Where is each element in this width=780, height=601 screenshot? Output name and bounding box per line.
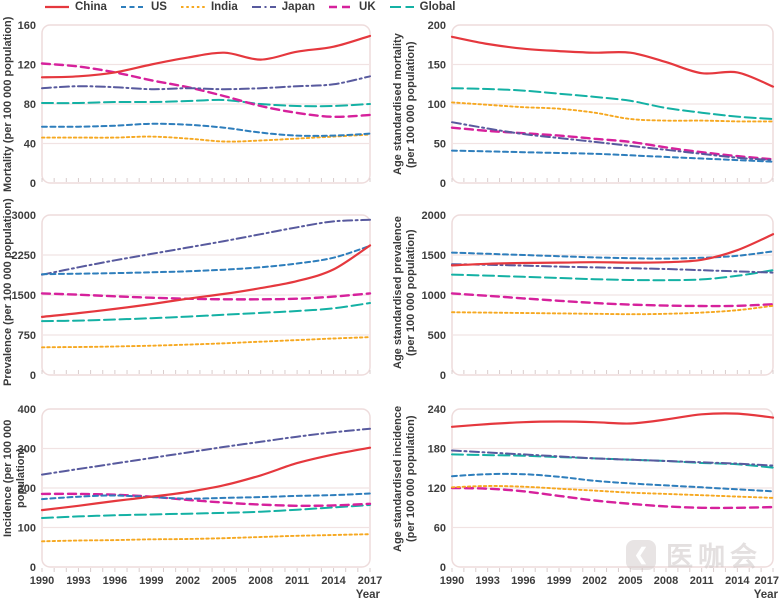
svg-text:2017: 2017 — [755, 575, 779, 587]
svg-text:100: 100 — [18, 523, 36, 535]
china-line-swatch-icon — [45, 5, 69, 9]
mortality-chart: 0 40 80 120 160 — [18, 20, 372, 190]
legend-item-us: US — [120, 1, 167, 13]
incidence-chart: 0 100 200 300 400 1990 1993 1996 1999 2002 2005 200… — [18, 404, 383, 601]
india-line-swatch-icon — [180, 6, 205, 8]
svg-text:750: 750 — [18, 330, 36, 342]
svg-text:2250: 2250 — [12, 250, 36, 262]
svg-text:50: 50 — [434, 139, 446, 151]
svg-text:2002: 2002 — [582, 575, 606, 587]
legend: China US India Japan UK Global — [44, 0, 455, 14]
global-line-swatch-icon — [389, 6, 414, 8]
svg-text:120: 120 — [18, 60, 36, 72]
svg-text:3000: 3000 — [12, 210, 36, 222]
svg-text:1990: 1990 — [440, 575, 464, 587]
watermark-logo-icon: ❮ — [626, 539, 656, 570]
legend-label: Japan — [281, 1, 316, 13]
japan-line-swatch-icon — [251, 6, 276, 8]
legend-item-uk: UK — [328, 1, 376, 13]
legend-item-china: China — [44, 1, 107, 13]
svg-text:2014: 2014 — [321, 575, 346, 587]
svg-text:40: 40 — [24, 139, 36, 151]
legend-label: Global — [419, 1, 456, 13]
svg-text:240: 240 — [428, 404, 446, 416]
age-standardised-mortality-chart: 0 50 100 150 200 — [428, 20, 775, 190]
svg-text:2002: 2002 — [176, 575, 200, 587]
svg-text:1500: 1500 — [12, 290, 36, 302]
svg-text:80: 80 — [24, 99, 36, 111]
svg-text:0: 0 — [30, 370, 36, 382]
svg-text:2011: 2011 — [690, 575, 714, 587]
svg-text:1990: 1990 — [30, 575, 54, 587]
uk-line-swatch-icon — [329, 5, 354, 9]
svg-text:Year: Year — [754, 589, 779, 601]
svg-text:1993: 1993 — [475, 575, 499, 587]
svg-text:1996: 1996 — [511, 575, 535, 587]
svg-text:500: 500 — [428, 330, 446, 342]
svg-text:200: 200 — [428, 20, 446, 32]
svg-text:180: 180 — [428, 444, 446, 456]
panel-age-standardised-incidence: Age standardised incidence (per 100 000 p… — [390, 390, 780, 601]
svg-text:60: 60 — [434, 523, 446, 535]
age-standardised-incidence-chart: 0 60 120 180 240 1990 1993 1996 1999 2002 2005 2008… — [428, 404, 779, 601]
svg-text:1000: 1000 — [422, 290, 446, 302]
us-line-swatch-icon — [120, 6, 145, 8]
svg-text:300: 300 — [18, 444, 36, 456]
svg-text:160: 160 — [18, 20, 36, 32]
svg-text:0: 0 — [440, 562, 446, 574]
legend-label: China — [75, 1, 107, 13]
svg-text:100: 100 — [428, 99, 446, 111]
age-standardised-prevalence-chart: 0 500 1000 1500 2000 — [422, 210, 775, 382]
svg-text:2014: 2014 — [725, 575, 750, 587]
panel-mortality: Mortality (per 100 000 population) 0 40 80… — [0, 14, 390, 195]
svg-text:2008: 2008 — [654, 575, 678, 587]
panel-prevalence: Prevalence (per 100 000 population) 0 750… — [0, 195, 390, 390]
svg-text:400: 400 — [18, 404, 36, 416]
svg-text:0: 0 — [30, 562, 36, 574]
legend-label: India — [210, 1, 238, 13]
svg-text:2005: 2005 — [212, 575, 236, 587]
legend-label: UK — [359, 1, 376, 13]
svg-text:2000: 2000 — [422, 210, 446, 222]
panel-incidence: Incidence (per 100 000 population) 0 100 2… — [0, 390, 390, 601]
panel-age-standardised-mortality: Age standardised mortality (per 100 000 p… — [390, 14, 780, 195]
svg-text:200: 200 — [18, 483, 36, 495]
svg-text:0: 0 — [440, 370, 446, 382]
watermark-text: 医咖会 — [666, 542, 762, 572]
prevalence-chart: 0 750 1500 2250 3000 — [12, 210, 372, 382]
svg-text:1500: 1500 — [422, 250, 446, 262]
svg-text:1996: 1996 — [103, 575, 127, 587]
panel-grid: Mortality (per 100 000 population) 0 40 80… — [0, 14, 780, 601]
svg-text:2005: 2005 — [618, 575, 642, 587]
svg-text:150: 150 — [428, 60, 446, 72]
legend-item-japan: Japan — [251, 1, 315, 13]
svg-text:Year: Year — [356, 589, 381, 601]
svg-text:0: 0 — [440, 178, 446, 190]
legend-item-india: India — [180, 1, 238, 13]
watermark: ❮ 医咖会 — [626, 535, 762, 574]
svg-text:2008: 2008 — [248, 575, 272, 587]
svg-text:2011: 2011 — [285, 575, 309, 587]
legend-label: US — [150, 1, 167, 13]
svg-text:1999: 1999 — [547, 575, 571, 587]
legend-item-global: Global — [389, 1, 456, 13]
svg-text:1993: 1993 — [66, 575, 90, 587]
svg-text:1999: 1999 — [139, 575, 163, 587]
svg-text:2017: 2017 — [358, 575, 382, 587]
svg-text:0: 0 — [30, 178, 36, 190]
panel-age-standardised-prevalence: Age standardised prevalence (per 100 000 … — [390, 195, 780, 390]
svg-text:120: 120 — [428, 483, 446, 495]
